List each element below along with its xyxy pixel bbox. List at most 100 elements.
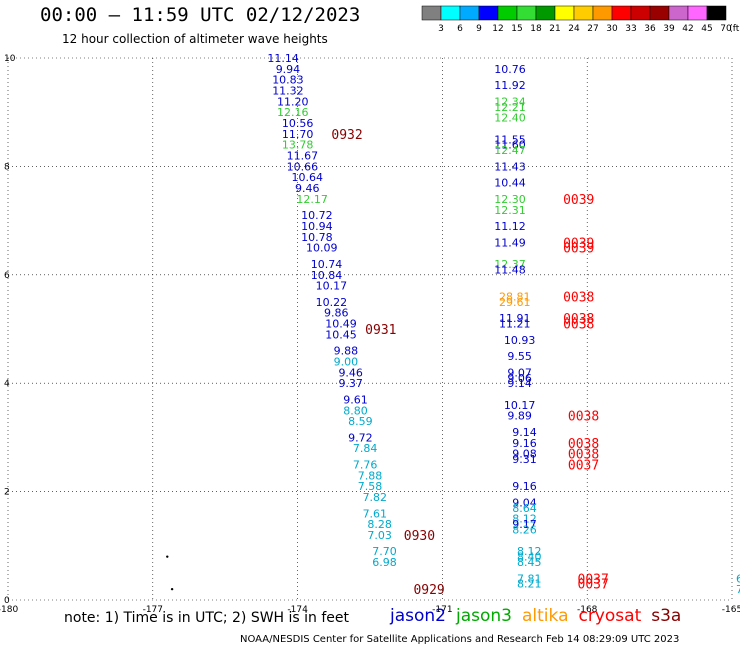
colorbar-label: 3 (438, 24, 444, 34)
swh-value-label: 9.14 (507, 377, 532, 390)
data-point (166, 555, 169, 558)
pass-time-label: 0038 (563, 318, 594, 333)
x-tick-label: -165 (722, 605, 740, 615)
swh-value-label: 10.76 (494, 63, 526, 76)
swh-value-label: 9.31 (512, 453, 537, 466)
swh-value-label: 9.04 (512, 496, 537, 509)
footer-note: note: 1) Time is in UTC; 2) SWH is in fe… (64, 610, 350, 626)
colorbar-swatch (516, 5, 537, 21)
colorbar-swatch (554, 5, 575, 21)
swh-value-label: 9.55 (507, 350, 532, 363)
swh-value-label: 9.46 (338, 366, 363, 379)
credit-line: NOAA/NESDIS Center for Satellite Applica… (240, 634, 680, 645)
colorbar-label: 45 (701, 24, 712, 34)
colorbar-label: 39 (663, 24, 675, 34)
colorbar-label: 24 (568, 24, 580, 34)
swh-value-label: 9.94 (276, 63, 301, 76)
x-tick-label: -174 (287, 605, 308, 615)
swh-value-label: 11.14 (267, 52, 299, 65)
swh-value-label: 10.72 (301, 209, 333, 222)
swh-value-label: 11.67 (287, 150, 319, 163)
swh-value-label: 10.49 (325, 318, 357, 331)
pass-time-label: 0038 (563, 312, 594, 327)
swh-value-label: 9.86 (324, 307, 349, 320)
colorbar-label: 12 (492, 24, 503, 34)
swh-value-label: 11.48 (494, 263, 526, 276)
x-tick-label: -168 (577, 605, 598, 615)
chart-subtitle: 12 hour collection of altimeter wave hei… (62, 32, 328, 46)
swh-value-label: 8.26 (512, 524, 537, 537)
swh-value-label: 12.16 (277, 106, 309, 119)
colorbar-label: 15 (511, 24, 522, 34)
colorbar-label: 27 (587, 24, 598, 34)
swh-value-label: 9.72 (348, 431, 373, 444)
grid-lines (7, 57, 733, 601)
swh-value-label: 11.70 (282, 128, 314, 141)
swh-value-label: 12.30 (494, 193, 526, 206)
swh-value-label: 8.45 (517, 556, 542, 569)
swh-value-label: 7.58 (358, 480, 383, 493)
pass-time-label: 0037 (578, 572, 609, 587)
swh-value-label: 7 (736, 583, 740, 596)
swh-value-label: 10.17 (316, 280, 348, 293)
swh-value-label: 9.07 (507, 366, 532, 379)
colorbar-swatch (687, 5, 708, 21)
colorbar-swatch (630, 5, 651, 21)
swh-value-label: 7.84 (353, 442, 378, 455)
colorbar-swatch (611, 5, 632, 21)
colorbar-swatch (459, 5, 480, 21)
satellite-legend-item: jason3 (456, 606, 512, 626)
swh-value-label: 6 (736, 572, 740, 585)
swh-value-label: 10.83 (272, 74, 304, 87)
colorbar-label: 42 (682, 24, 693, 34)
swh-value-label: 11.20 (277, 95, 309, 108)
swh-value-label: 12.37 (494, 258, 526, 271)
swh-value-label: 8.59 (348, 415, 373, 428)
pass-time-label: 0039 (563, 242, 594, 257)
colorbar-label: 70 (720, 24, 732, 34)
swh-value-label: 11.55 (494, 133, 526, 146)
pass-time-label: 0038 (568, 410, 599, 425)
pass-time-label: 0039 (563, 193, 594, 208)
x-tick-label: -171 (432, 605, 452, 615)
swh-value-label: 9.00 (334, 356, 359, 369)
swh-value-label: 10.17 (504, 399, 536, 412)
swh-value-label: 10.74 (311, 258, 343, 271)
y-tick-label: 2 (4, 488, 10, 498)
colorbar-label: 33 (625, 24, 636, 34)
colorbar-swatch (649, 5, 670, 21)
swh-value-label: 8.21 (517, 578, 542, 591)
swh-value-label: 7.76 (353, 459, 378, 472)
pass-time-label: 0038 (568, 437, 599, 452)
data-labels: 11.149.9410.8311.3211.2012.1610.5611.701… (166, 52, 740, 598)
satellite-legend-item: s3a (651, 606, 682, 626)
y-tick-label: 6 (4, 271, 10, 281)
colorbar-label: 30 (606, 24, 618, 34)
colorbar-swatch (592, 5, 613, 21)
colorbar-swatch (421, 5, 442, 21)
data-point (170, 587, 174, 591)
swh-value-label: 7.61 (363, 507, 388, 520)
swh-value-label: 8.64 (512, 502, 537, 515)
swh-value-label: 13.78 (282, 139, 314, 152)
swh-value-label: 9.08 (512, 448, 537, 461)
colorbar-label: 36 (644, 24, 656, 34)
pass-time-label: 0038 (568, 448, 599, 463)
colorbar-label: 9 (476, 24, 482, 34)
swh-value-label: 6.98 (372, 556, 397, 569)
swh-value-label: 28.81 (499, 290, 531, 303)
swh-value-label: 9.14 (512, 426, 537, 439)
swh-value-label: 8.40 (517, 551, 542, 564)
swh-value-label: 12.34 (494, 95, 526, 108)
pass-time-label: 0931 (365, 323, 396, 338)
colorbar-label: 21 (549, 24, 560, 34)
pass-time-label: 0039 (563, 236, 594, 251)
swh-value-label: 7.70 (372, 545, 397, 558)
swh-value-label: 10.64 (292, 171, 324, 184)
swh-value-label: 9.37 (338, 377, 363, 390)
swh-value-label: 7.88 (358, 469, 383, 482)
satellite-legend-item: jason2 (390, 606, 446, 626)
swh-value-label: 10.66 (287, 160, 319, 173)
